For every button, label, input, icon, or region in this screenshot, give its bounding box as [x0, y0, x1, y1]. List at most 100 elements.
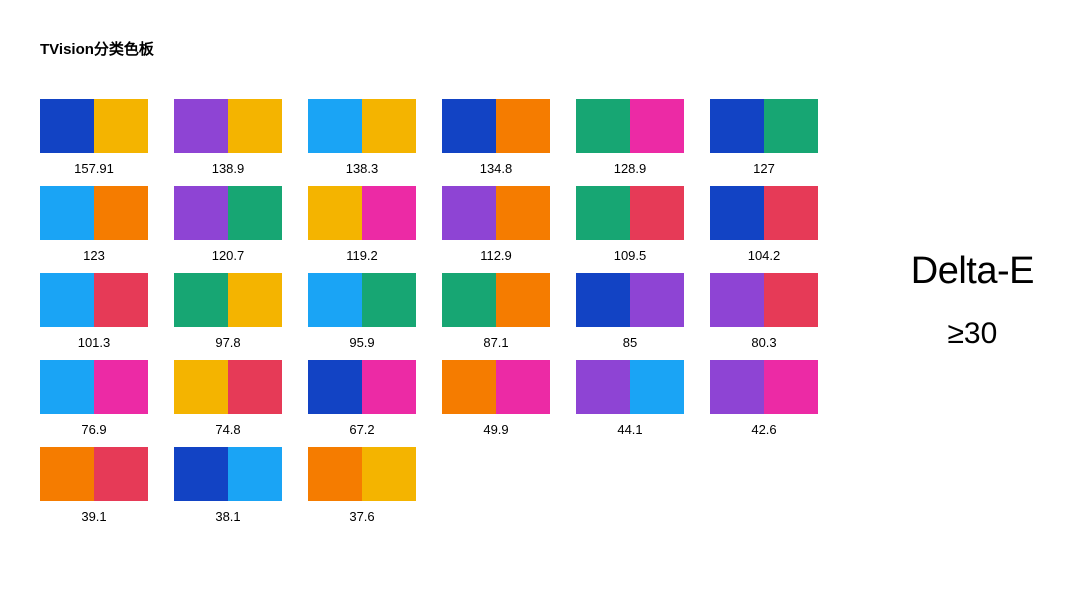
swatch-label: 74.8	[215, 422, 240, 437]
swatch-pair	[442, 186, 550, 240]
swatch-right	[228, 99, 282, 153]
swatch-left	[710, 186, 764, 240]
swatch-pair	[174, 360, 282, 414]
swatch-right	[764, 360, 818, 414]
swatch-label: 123	[83, 248, 105, 263]
annotation-title: Delta-E	[911, 250, 1034, 293]
swatch-left	[576, 273, 630, 327]
swatch-pair	[40, 360, 148, 414]
swatch-left	[710, 360, 764, 414]
swatch-item: 157.91	[40, 99, 148, 176]
swatch-item: 74.8	[174, 360, 282, 437]
swatch-item: 112.9	[442, 186, 550, 263]
swatch-label: 95.9	[349, 335, 374, 350]
swatch-pair	[308, 360, 416, 414]
swatch-left	[174, 447, 228, 501]
swatch-right	[228, 447, 282, 501]
swatch-left	[576, 186, 630, 240]
swatch-right	[94, 360, 148, 414]
swatch-label: 42.6	[751, 422, 776, 437]
swatch-left	[576, 99, 630, 153]
swatch-right	[496, 360, 550, 414]
swatch-item: 85	[576, 273, 684, 350]
swatch-pair	[442, 360, 550, 414]
swatch-item: 67.2	[308, 360, 416, 437]
swatch-right	[764, 186, 818, 240]
swatch-right	[496, 273, 550, 327]
annotation-value: ≥30	[911, 317, 1034, 351]
swatch-left	[40, 273, 94, 327]
swatch-item: 120.7	[174, 186, 282, 263]
swatch-label: 80.3	[751, 335, 776, 350]
swatch-item: 44.1	[576, 360, 684, 437]
swatch-right	[362, 99, 416, 153]
swatch-pair	[576, 186, 684, 240]
swatch-pair	[308, 447, 416, 501]
swatch-pair	[174, 186, 282, 240]
swatch-grid: 157.91138.9138.3134.8128.9127123120.7119…	[40, 99, 840, 524]
swatch-item: 37.6	[308, 447, 416, 524]
swatch-label: 97.8	[215, 335, 240, 350]
swatch-right	[228, 273, 282, 327]
swatch-right	[228, 360, 282, 414]
delta-e-annotation: Delta-E ≥30	[911, 250, 1034, 351]
swatch-item: 76.9	[40, 360, 148, 437]
swatch-pair	[308, 273, 416, 327]
swatch-left	[308, 447, 362, 501]
swatch-item: 42.6	[710, 360, 818, 437]
swatch-right	[630, 186, 684, 240]
swatch-right	[228, 186, 282, 240]
swatch-left	[710, 273, 764, 327]
swatch-item: 138.9	[174, 99, 282, 176]
swatch-label: 157.91	[74, 161, 114, 176]
swatch-left	[442, 360, 496, 414]
swatch-right	[362, 186, 416, 240]
swatch-pair	[576, 360, 684, 414]
swatch-left	[40, 99, 94, 153]
swatch-pair	[174, 99, 282, 153]
swatch-right	[362, 273, 416, 327]
swatch-item: 39.1	[40, 447, 148, 524]
swatch-pair	[308, 99, 416, 153]
swatch-label: 104.2	[748, 248, 781, 263]
swatch-pair	[442, 273, 550, 327]
swatch-right	[496, 99, 550, 153]
swatch-pair	[174, 273, 282, 327]
swatch-left	[308, 99, 362, 153]
swatch-left	[174, 99, 228, 153]
swatch-left	[174, 360, 228, 414]
swatch-item: 87.1	[442, 273, 550, 350]
swatch-right	[764, 273, 818, 327]
swatch-pair	[308, 186, 416, 240]
swatch-item: 119.2	[308, 186, 416, 263]
swatch-item: 97.8	[174, 273, 282, 350]
swatch-item: 38.1	[174, 447, 282, 524]
swatch-right	[94, 99, 148, 153]
swatch-right	[94, 447, 148, 501]
swatch-left	[442, 273, 496, 327]
swatch-label: 87.1	[483, 335, 508, 350]
swatch-right	[362, 360, 416, 414]
swatch-right	[94, 273, 148, 327]
swatch-label: 38.1	[215, 509, 240, 524]
swatch-item: 101.3	[40, 273, 148, 350]
swatch-label: 67.2	[349, 422, 374, 437]
swatch-item: 123	[40, 186, 148, 263]
swatch-label: 39.1	[81, 509, 106, 524]
swatch-label: 85	[623, 335, 637, 350]
swatch-pair	[710, 99, 818, 153]
swatch-right	[630, 273, 684, 327]
swatch-pair	[40, 186, 148, 240]
swatch-pair	[710, 186, 818, 240]
swatch-label: 138.3	[346, 161, 379, 176]
swatch-right	[630, 360, 684, 414]
swatch-label: 127	[753, 161, 775, 176]
swatch-pair	[174, 447, 282, 501]
swatch-right	[630, 99, 684, 153]
swatch-left	[40, 360, 94, 414]
swatch-right	[764, 99, 818, 153]
swatch-pair	[576, 99, 684, 153]
swatch-left	[174, 186, 228, 240]
swatch-pair	[40, 273, 148, 327]
swatch-label: 76.9	[81, 422, 106, 437]
